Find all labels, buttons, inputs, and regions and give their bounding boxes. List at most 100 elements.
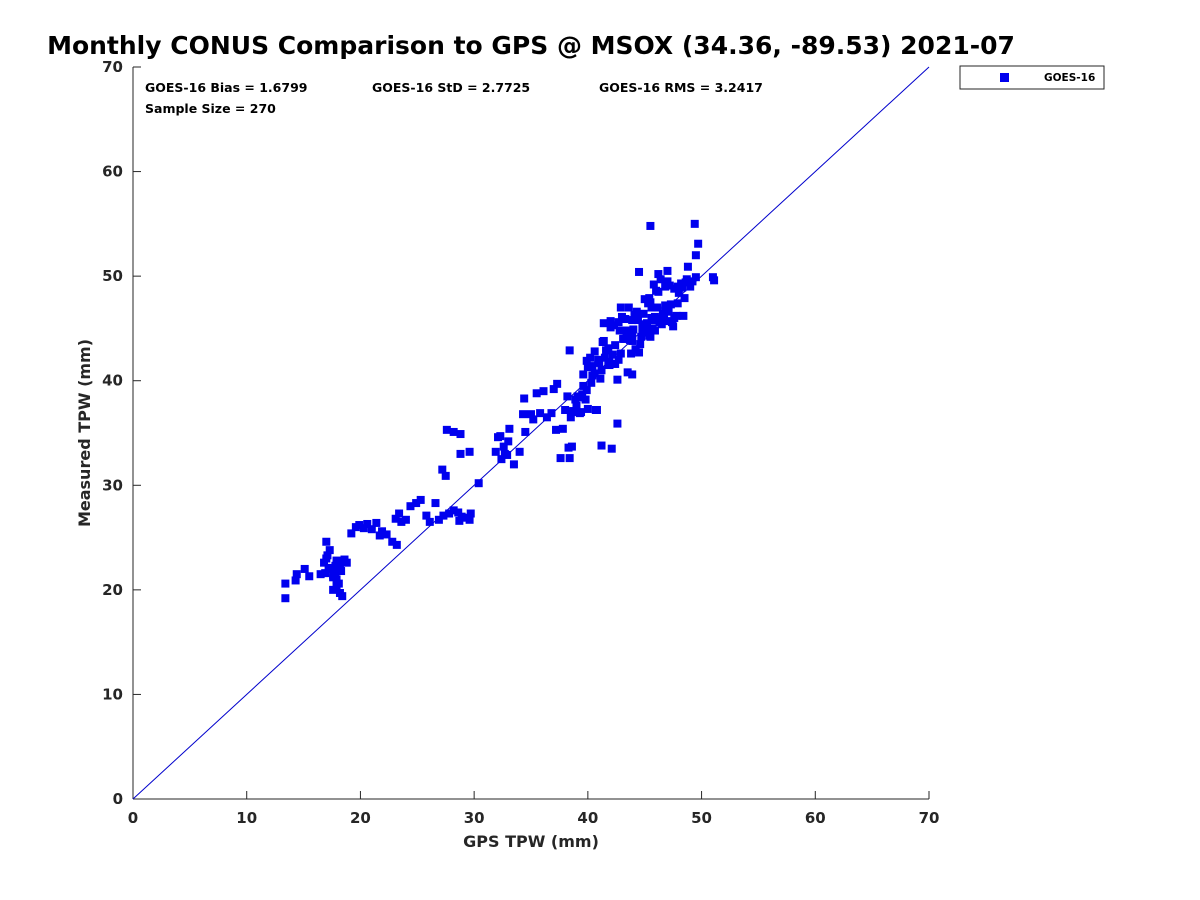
legend-box: [959, 65, 1105, 90]
data-point: [466, 509, 475, 518]
stat-rms: GOES-16 RMS = 3.2417: [599, 80, 763, 95]
data-point: [378, 527, 387, 536]
data-point: [608, 350, 617, 359]
data-point: [637, 332, 646, 341]
data-point: [657, 320, 666, 329]
data-point: [582, 356, 591, 365]
data-point: [611, 341, 620, 350]
data-point: [363, 519, 372, 528]
data-point: [691, 273, 700, 282]
data-point: [648, 324, 657, 333]
x-tick-label: 30: [464, 809, 485, 827]
data-point: [610, 321, 619, 330]
data-point: [645, 331, 654, 340]
data-point: [572, 401, 581, 410]
y-tick-label: 30: [102, 476, 123, 494]
data-point: [587, 378, 596, 387]
x-tick-label: 10: [236, 809, 257, 827]
data-point: [606, 317, 615, 326]
data-point: [575, 409, 584, 418]
data-point: [664, 317, 673, 326]
data-point: [292, 570, 301, 579]
chart-title: Monthly CONUS Comparison to GPS @ MSOX (…: [47, 31, 1015, 60]
data-point: [558, 424, 567, 433]
data-point: [565, 454, 574, 463]
y-tick-label: 70: [102, 58, 123, 76]
data-point: [338, 592, 347, 601]
data-point: [604, 344, 613, 353]
data-point: [664, 307, 673, 316]
data-point: [622, 333, 631, 342]
data-point: [565, 346, 574, 355]
data-point: [321, 569, 330, 578]
data-point: [666, 300, 675, 309]
data-point: [635, 267, 644, 276]
data-point: [416, 495, 425, 504]
data-point: [645, 294, 654, 303]
data-point: [616, 349, 625, 358]
data-point: [355, 521, 364, 530]
data-point: [607, 444, 616, 453]
data-point: [599, 319, 608, 328]
data-point: [616, 303, 625, 312]
data-point: [455, 516, 464, 525]
x-axis-label: GPS TPW (mm): [463, 832, 599, 851]
y-tick-label: 60: [102, 163, 123, 181]
data-point: [499, 442, 508, 451]
data-point: [325, 546, 334, 555]
data-point: [670, 313, 679, 322]
data-point: [581, 395, 590, 404]
data-point: [621, 315, 630, 324]
data-point: [582, 386, 591, 395]
data-point: [605, 361, 614, 370]
data-point: [583, 363, 592, 372]
stat-std: GOES-16 StD = 2.7725: [372, 80, 530, 95]
data-point: [504, 437, 513, 446]
data-point: [628, 332, 637, 341]
data-point: [395, 509, 404, 518]
data-point: [305, 572, 314, 581]
data-point: [329, 573, 338, 582]
data-point: [656, 275, 665, 284]
data-point: [597, 366, 606, 375]
data-point: [646, 221, 655, 230]
data-point: [710, 276, 719, 285]
data-point: [653, 303, 662, 312]
data-point: [438, 465, 447, 474]
data-point: [673, 282, 682, 291]
data-point: [590, 347, 599, 356]
y-tick-label: 10: [102, 685, 123, 703]
data-point: [654, 287, 663, 296]
data-point: [434, 515, 443, 524]
data-point: [673, 299, 682, 308]
legend: GOES-16: [959, 65, 1105, 90]
data-point: [422, 511, 431, 520]
data-point: [359, 524, 368, 533]
data-point: [635, 348, 644, 357]
data-point: [591, 405, 600, 414]
data-point: [661, 282, 670, 291]
stat-bias: GOES-16 Bias = 1.6799: [145, 80, 307, 95]
data-point: [624, 303, 633, 312]
data-point: [542, 413, 551, 422]
data-point: [647, 303, 656, 312]
x-tick-label: 60: [805, 809, 826, 827]
x-tick-label: 20: [350, 809, 371, 827]
data-point: [686, 282, 695, 291]
reference-line: [132, 66, 930, 800]
data-point: [412, 499, 421, 508]
legend-label: GOES-16: [1044, 72, 1095, 84]
data-point: [579, 370, 588, 379]
data-point: [536, 409, 545, 418]
data-point: [401, 515, 410, 524]
data-point: [598, 338, 607, 347]
data-point: [636, 340, 645, 349]
data-point: [630, 310, 639, 319]
data-point: [563, 392, 572, 401]
data-point: [328, 564, 336, 573]
data-point: [660, 312, 669, 321]
data-point: [649, 280, 658, 289]
data-point: [588, 362, 597, 371]
data-point: [549, 385, 558, 394]
